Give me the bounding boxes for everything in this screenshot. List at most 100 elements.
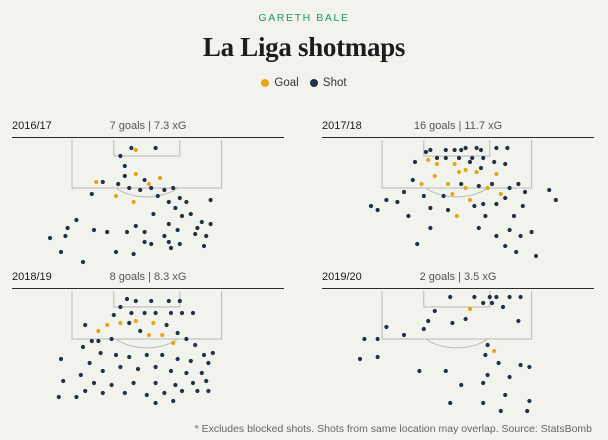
- shot-point: [179, 388, 185, 394]
- shot-point: [518, 233, 523, 239]
- shot-point: [131, 380, 136, 386]
- shot-point: [74, 217, 79, 223]
- shot-point: [109, 382, 114, 388]
- penalty-arc: [115, 187, 178, 198]
- goal-point: [498, 191, 503, 197]
- shot-point: [151, 211, 156, 217]
- shot-point: [133, 298, 138, 304]
- penalty-box: [71, 140, 223, 189]
- shot-point: [111, 312, 116, 318]
- shot-point: [428, 147, 433, 153]
- shot-point: [507, 374, 512, 380]
- shot-point: [118, 364, 123, 370]
- shot-point: [179, 310, 185, 316]
- goal-dot-icon: [261, 78, 270, 87]
- goal-point: [454, 213, 459, 219]
- shot-point: [478, 165, 484, 171]
- shot-point: [527, 364, 532, 370]
- shot-point: [162, 187, 167, 193]
- shot-point: [142, 239, 147, 245]
- goal-point: [492, 348, 497, 354]
- panel-rule: [322, 137, 594, 138]
- legend-item-shot: Shot: [309, 77, 347, 89]
- panel-2016-17: 2016/17 7 goals | 7.3 xG: [12, 120, 284, 270]
- shot-point: [63, 233, 68, 239]
- shot-point: [184, 370, 189, 376]
- shot-point: [204, 378, 209, 384]
- shot-point: [485, 372, 490, 378]
- shot-point: [481, 300, 486, 306]
- shot-point: [65, 225, 70, 231]
- shot-point: [505, 145, 510, 151]
- shot-point: [122, 390, 127, 396]
- goal-point: [131, 199, 136, 205]
- shot-point: [153, 400, 158, 406]
- goal-point: [133, 171, 138, 177]
- shot-point: [406, 213, 411, 219]
- shot-point: [459, 147, 464, 153]
- shot-point: [87, 360, 92, 366]
- shot-point: [153, 310, 158, 316]
- shot-point: [122, 173, 127, 179]
- shot-point: [485, 342, 490, 348]
- shot-point: [135, 366, 141, 372]
- shot-point: [443, 368, 448, 374]
- shot-point: [190, 380, 196, 386]
- shot-point: [173, 382, 178, 388]
- shot-point: [443, 155, 448, 161]
- shot-point: [113, 352, 119, 358]
- shot-point: [470, 155, 475, 161]
- shot-point: [489, 300, 495, 306]
- shot-point: [61, 378, 66, 384]
- shot-point: [100, 368, 105, 374]
- shot-point: [210, 350, 215, 356]
- shot-point: [149, 241, 154, 247]
- shot-point: [171, 185, 176, 191]
- season-label: 2017/18: [322, 120, 362, 132]
- legend-label-goal: Goal: [274, 77, 299, 89]
- shot-point: [529, 229, 534, 235]
- shot-point: [184, 199, 189, 205]
- shot-point: [503, 243, 508, 249]
- shot-point: [483, 352, 488, 358]
- shot-point: [206, 360, 211, 366]
- shot-point: [80, 344, 86, 350]
- shot-point: [113, 249, 119, 255]
- kicker: GARETH BALE: [258, 12, 350, 24]
- shot-point: [78, 372, 83, 378]
- shot-point: [129, 310, 134, 316]
- shot-point: [472, 294, 477, 300]
- shot-point: [494, 145, 499, 151]
- shot-point: [507, 294, 512, 300]
- shot-point: [421, 326, 426, 332]
- legend-label-shot: Shot: [322, 77, 347, 89]
- shot-point: [199, 370, 204, 376]
- shot-point: [452, 147, 457, 153]
- shot-point: [428, 205, 433, 211]
- shot-point: [448, 294, 453, 300]
- shot-point: [533, 253, 539, 259]
- goal-point: [463, 185, 468, 191]
- shot-point: [96, 338, 101, 344]
- shot-point: [142, 229, 147, 235]
- shot-point: [208, 221, 213, 227]
- shot-point: [368, 203, 374, 209]
- goal-point: [419, 181, 424, 187]
- season-summary: 7 goals | 7.3 xG: [109, 120, 187, 132]
- shot-point: [83, 388, 88, 394]
- goal-point: [118, 320, 123, 326]
- shotmap-2016-17: [47, 140, 223, 265]
- shot-point: [492, 159, 497, 165]
- shot-point: [456, 155, 462, 161]
- shot-point: [80, 259, 86, 265]
- goal-point: [485, 185, 490, 191]
- shot-point: [195, 225, 200, 231]
- penalty-box: [71, 291, 223, 340]
- shot-point: [105, 229, 110, 235]
- shot-point: [487, 294, 492, 300]
- shot-point: [432, 308, 437, 314]
- shot-point: [142, 310, 147, 316]
- shot-point: [138, 328, 143, 334]
- shot-point: [144, 352, 149, 358]
- shotmap-2018-19: [56, 291, 223, 406]
